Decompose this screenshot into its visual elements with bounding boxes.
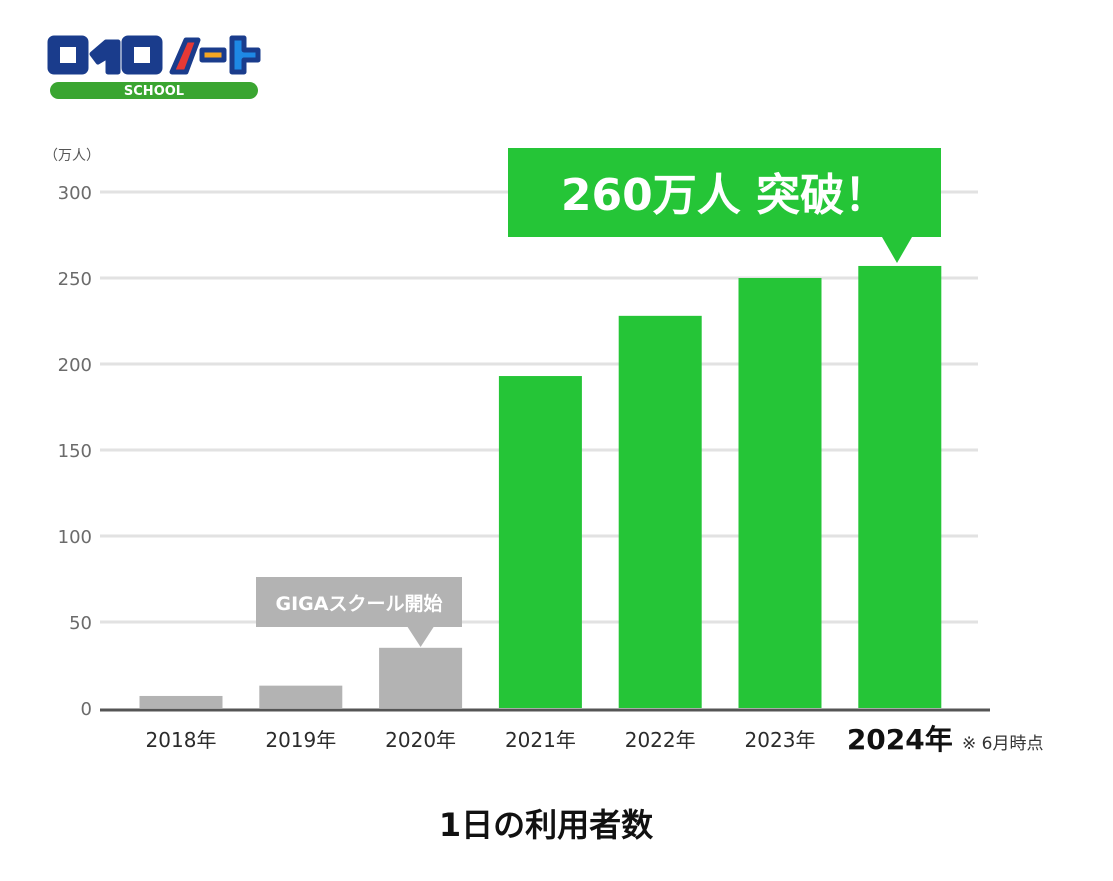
bar (379, 647, 463, 708)
y-tick-label: 100 (58, 527, 92, 548)
bar (498, 376, 582, 708)
callout-box-giga (256, 577, 462, 627)
x-tick-label: 2020年 (385, 728, 456, 752)
bar (139, 695, 223, 708)
bar (858, 265, 942, 708)
y-tick-label: 250 (58, 269, 92, 290)
callout-pointer-giga (407, 627, 434, 647)
y-tick-label: 150 (58, 441, 92, 462)
callout-pointer-milestone (882, 237, 912, 263)
x-tick-label: 2023年 (745, 728, 816, 752)
svg-text:SCHOOL: SCHOOL (124, 84, 184, 99)
x-tick-label: 2018年 (146, 728, 217, 752)
bar (259, 685, 343, 708)
callout-box-milestone (508, 148, 941, 237)
y-axis-unit-label: （万人） (44, 148, 100, 164)
y-tick-label: 50 (69, 613, 92, 634)
x-tick-label: 2019年 (265, 728, 336, 752)
callout-label-milestone: 260万人 突破！ (561, 170, 888, 221)
callout-label-giga: GIGAスクール開始 (276, 592, 443, 615)
x-axis-ticks: 2018年 2019年 2020年 2021年 2022年 2023年 2024年 (146, 723, 953, 756)
bars (139, 265, 942, 708)
x-tick-label: 2024年 (847, 723, 953, 756)
y-tick-label: 300 (58, 183, 92, 204)
y-tick-label: 0 (81, 699, 92, 720)
bar (618, 315, 702, 708)
footnote: ※ 6月時点 (962, 734, 1043, 754)
x-tick-label: 2022年 (625, 728, 696, 752)
x-tick-label: 2021年 (505, 728, 576, 752)
y-axis-ticks: 0 50 100 150 200 250 300 (58, 183, 92, 720)
chart-caption: 1日の利用者数 (439, 806, 654, 844)
roilo-note-school-logo: SCHOOL (47, 35, 261, 99)
callouts: GIGAスクール開始 260万人 突破！ (256, 148, 941, 647)
y-tick-label: 200 (58, 355, 92, 376)
bar (738, 278, 822, 708)
